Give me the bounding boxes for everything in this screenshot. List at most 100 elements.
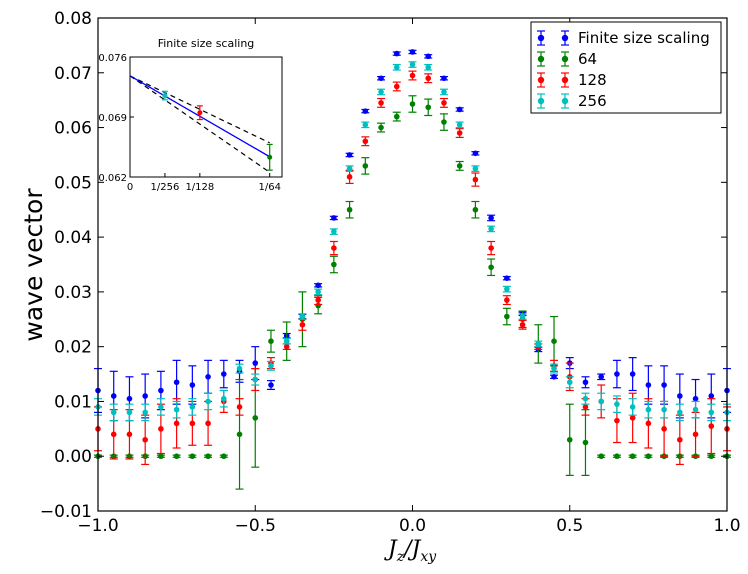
data-point [173,406,180,413]
data-point [283,338,290,344]
data-point [441,119,447,125]
data-point [614,417,620,424]
data-point [393,83,400,90]
data-point [315,282,321,289]
data-point [315,289,321,295]
inset-data-point [267,154,273,160]
data-point [519,321,526,328]
data-point [598,373,604,380]
data-point [425,75,432,82]
data-point [472,176,479,183]
data-point [677,393,683,399]
data-point [393,50,400,57]
data-point [582,439,589,446]
data-point [645,420,652,427]
data-point [441,89,447,95]
data-point [441,75,447,82]
data-point [299,321,306,328]
inset-data-point [197,110,203,116]
data-point [236,404,243,410]
y-tick-label: 0.07 [54,64,92,84]
data-point [142,436,148,443]
data-point [425,53,432,60]
data-point [535,341,542,347]
data-point [283,343,290,350]
data-point [236,365,243,372]
y-tick-label: 0.03 [54,283,92,303]
data-point [566,379,573,386]
data-point [315,297,321,303]
data-point [629,453,636,460]
data-point [173,420,180,427]
data-point [393,64,400,71]
data-point [205,420,211,427]
data-point [126,431,133,438]
inset-data-point [162,93,168,99]
data-point [189,404,196,410]
data-point [582,404,589,410]
data-point [645,406,652,413]
data-point [346,152,353,158]
y-tick-label: 0.04 [54,228,92,248]
inset-x-tick-label: 1/256 [151,182,180,193]
data-point [173,379,180,386]
data-point [346,206,353,213]
data-point [158,387,164,394]
y-tick-label: 0.02 [54,338,92,358]
legend-label: 64 [578,50,597,68]
data-point [692,395,699,402]
data-point [692,406,699,413]
data-point [425,64,432,71]
data-point [472,165,479,172]
data-point [504,297,510,303]
inset-plot: 0 1/256 1/128 1/64 0.062 0.069 0.076 Finite si… [98,37,283,193]
data-point [221,371,227,377]
data-point [708,453,715,460]
data-point [393,113,400,120]
legend-label: 256 [578,92,607,110]
data-point [346,165,353,172]
x-tick-label: 0.0 [399,516,426,536]
legend-marker [561,34,569,42]
data-point [378,75,384,82]
data-point [614,453,620,460]
data-point [488,264,494,271]
data-point [629,415,636,421]
legend-entry: 256 [537,92,607,110]
data-point [472,206,479,213]
inset-x-tick-label: 0 [127,182,133,193]
data-point [582,379,589,386]
main-plot-marks [93,49,732,490]
data-point [472,150,479,157]
data-point [220,395,227,402]
inset-axis-ticks: 0 1/256 1/128 1/64 0.062 0.069 0.076 [98,53,281,193]
data-point [252,415,259,421]
legend-marker [561,97,569,105]
data-point [409,72,416,79]
inset-x-tick-label: 1/128 [185,182,214,193]
data-point [378,100,384,106]
data-point [173,453,180,460]
inset-y-tick-label: 0.069 [98,113,127,124]
x-tick-label: 0.5 [556,516,583,536]
data-point [142,409,148,416]
y-tick-label: 0.00 [54,447,92,467]
legend-label: 128 [578,71,607,89]
data-point [708,423,715,429]
data-point [708,393,715,399]
y-tick-label: 0.08 [54,9,92,29]
data-point [378,124,384,131]
data-point [425,104,432,111]
data-point [456,106,463,113]
y-tick-label: 0.06 [54,119,92,139]
inset-y-tick-label: 0.062 [98,173,127,184]
data-point [268,382,274,388]
data-point [661,406,667,413]
data-point [362,163,369,169]
data-point [614,401,620,407]
y-tick-label: 0.05 [54,173,92,193]
confidence-bound-line [129,75,271,173]
data-point [677,436,683,443]
data-point [236,431,243,438]
